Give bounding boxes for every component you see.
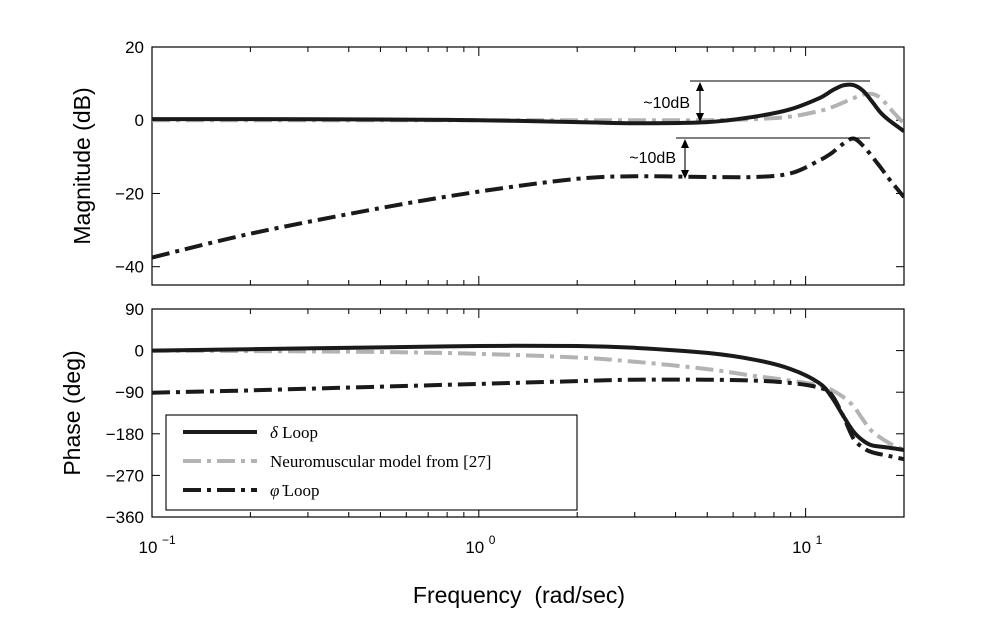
legend-text: Neuromuscular model from [27] [270, 452, 491, 471]
magnitude-series [152, 82, 904, 260]
legend-label: Neuromuscular model from [27] [270, 452, 491, 471]
magnitude-y-ticks: 20 0 −20 −40 [115, 38, 904, 277]
x-tick-exponent: 1 [816, 533, 823, 547]
legend-entries: δ Loop Neuromuscular model from [27] φ̇ Lo… [183, 423, 491, 500]
legend-label: δ Loop [270, 423, 318, 442]
annotation-arrowhead-up [681, 139, 689, 148]
phase-y-tick-label: 0 [135, 342, 144, 361]
magnitude-series-line [152, 91, 904, 126]
phase-axes-frame [151, 308, 905, 518]
phase-y-tick-label: −180 [106, 425, 144, 444]
phase-panel: 90 0 −90 −180 −270 −360 10 −1 10 0 10 1 Phase (deg… [59, 300, 905, 608]
annotation-phidot-peak: ~10dB [629, 137, 870, 179]
magnitude-y-label: Magnitude (dB) [69, 87, 95, 244]
legend-text: Loop [279, 481, 319, 500]
magnitude-axes-frame [151, 46, 905, 286]
magnitude-y-tick-label: 20 [125, 38, 144, 57]
x-axis-label: Frequency (rad/sec) [413, 582, 625, 608]
annotation-arrowhead-down [696, 113, 704, 122]
legend-symbol: δ [270, 423, 279, 442]
phase-series-line [152, 348, 904, 452]
magnitude-series-line [152, 82, 904, 133]
magnitude-y-tick-label: −20 [115, 184, 144, 203]
annotation-arrowhead-up [696, 82, 704, 91]
legend-label: φ̇ Loop [270, 481, 320, 500]
annotation-label: ~10dB [643, 95, 690, 112]
magnitude-series-line [152, 136, 904, 260]
phase-y-tick-label: −90 [115, 383, 144, 402]
annotation-arrowhead-down [681, 170, 689, 179]
annotation-label: ~10dB [629, 150, 676, 167]
phase-series-line [152, 343, 904, 452]
phase-y-tick-label: −360 [106, 508, 144, 527]
magnitude-panel: 20 0 −20 −40 Magnitude (dB) ~10dB ~10dB [69, 38, 905, 286]
phase-y-ticks: 90 0 −90 −180 −270 −360 [106, 300, 904, 527]
phase-y-tick-label: −270 [106, 466, 144, 485]
legend: δ Loop Neuromuscular model from [27] φ̇ Lo… [165, 414, 578, 511]
phase-x-ticks: 10 −1 10 0 10 1 [139, 309, 905, 557]
annotation-delta-peak: ~10dB [643, 80, 870, 122]
x-tick-label: 10 [465, 538, 484, 557]
phase-y-tick-label: 90 [125, 300, 144, 319]
magnitude-x-ticks [151, 47, 905, 285]
legend-text: Loop [278, 423, 318, 442]
x-tick-label: 10 [139, 538, 158, 557]
phase-series [152, 343, 904, 462]
x-tick-label: 10 [792, 538, 811, 557]
phase-series-line [152, 377, 904, 462]
magnitude-y-tick-label: −40 [115, 258, 144, 277]
phase-y-label: Phase (deg) [59, 350, 85, 475]
x-tick-exponent: 0 [489, 533, 496, 547]
magnitude-y-tick-label: 0 [135, 111, 144, 130]
x-tick-exponent: −1 [162, 533, 176, 547]
